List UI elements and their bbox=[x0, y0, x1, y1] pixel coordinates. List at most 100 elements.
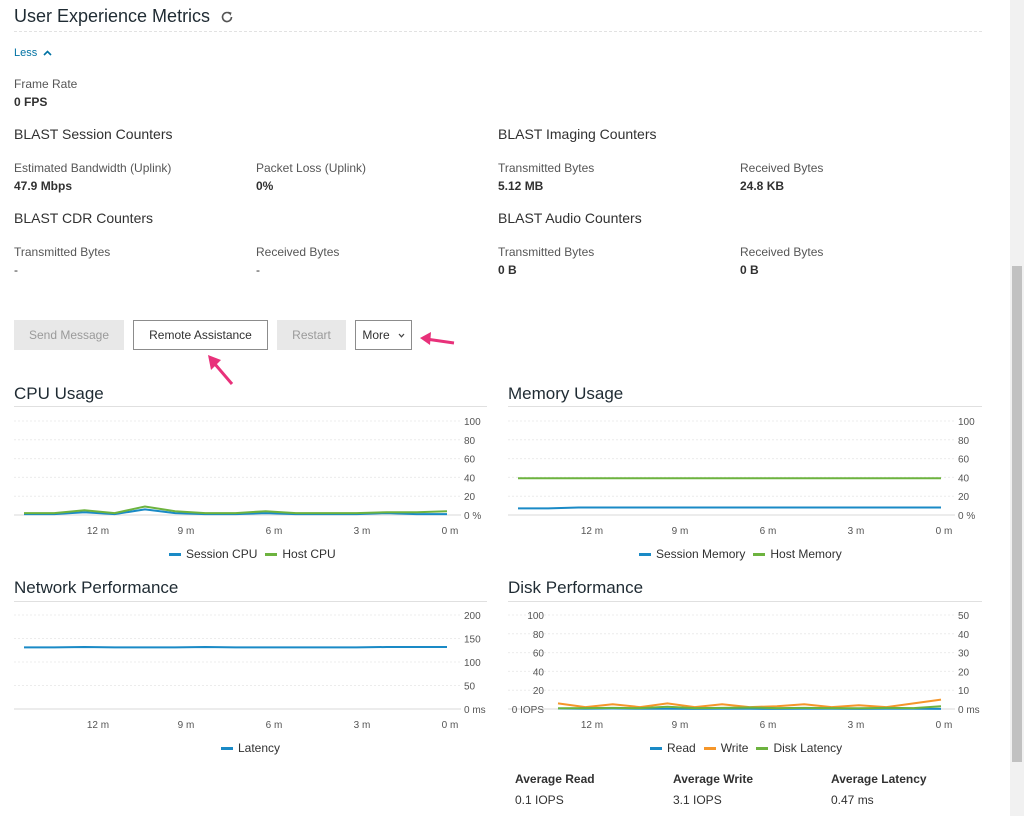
y-tick-label: 40 bbox=[464, 473, 476, 484]
legend-host-memory[interactable]: Host Memory bbox=[753, 547, 842, 561]
legend-swatch bbox=[650, 746, 662, 750]
legend-swatch bbox=[265, 552, 278, 556]
legend-label: Read bbox=[667, 741, 696, 755]
legend-swatch bbox=[221, 746, 233, 750]
x-tick-label: 0 m bbox=[442, 720, 459, 731]
audio-rx-label: Received Bytes bbox=[740, 245, 824, 259]
restart-button[interactable]: Restart bbox=[277, 320, 346, 350]
y-tick-label: 40 bbox=[958, 630, 970, 641]
disk-chart-title: Disk Performance bbox=[508, 578, 644, 597]
bandwidth-label: Estimated Bandwidth (Uplink) bbox=[14, 161, 172, 175]
x-tick-label: 6 m bbox=[760, 720, 777, 731]
refresh-icon[interactable] bbox=[220, 10, 234, 24]
legend-session-cpu[interactable]: Session CPU bbox=[169, 547, 257, 561]
x-tick-label: 6 m bbox=[266, 526, 283, 537]
disk-title-divider bbox=[508, 601, 982, 602]
network-performance-chart: 200 150 100 50 0 ms 12 m 9 m 6 m 3 m 0 m bbox=[14, 611, 486, 731]
y-tick-label: 80 bbox=[464, 436, 476, 447]
packet-loss-label: Packet Loss (Uplink) bbox=[256, 161, 367, 175]
network-chart-title: Network Performance bbox=[14, 578, 179, 597]
legend-label: Latency bbox=[238, 741, 281, 755]
x-tick-label: 6 m bbox=[760, 526, 777, 537]
legend-swatch bbox=[703, 746, 716, 750]
metrics-header: User Experience Metrics bbox=[14, 2, 982, 32]
x-tick-label: 3 m bbox=[848, 720, 865, 731]
y-tick-label: 40 bbox=[958, 473, 970, 484]
y-tick-label: 100 bbox=[464, 417, 481, 428]
x-tick-label: 9 m bbox=[672, 526, 689, 537]
legend-host-cpu[interactable]: Host CPU bbox=[265, 547, 336, 561]
memory-legend: Session Memory Host Memory bbox=[639, 547, 842, 561]
page-title: User Experience Metrics bbox=[14, 6, 211, 26]
x-tick-label: 3 m bbox=[354, 720, 371, 731]
metrics-panel: User Experience Metrics Less Frame Rate … bbox=[14, 0, 984, 816]
legend-label: Session Memory bbox=[656, 547, 746, 561]
legend-session-memory[interactable]: Session Memory bbox=[639, 547, 745, 561]
more-dropdown-button[interactable]: More bbox=[355, 320, 412, 350]
imaging-tx-label: Transmitted Bytes bbox=[498, 161, 595, 175]
y-tick-label: 0 % bbox=[958, 511, 975, 522]
imaging-tx-value: 5.12 MB bbox=[498, 179, 544, 193]
y-tick-label: 100 bbox=[464, 658, 481, 669]
y-tick-label: 100 bbox=[958, 417, 975, 428]
less-toggle-label: Less bbox=[14, 47, 38, 59]
y-tick-label: 150 bbox=[464, 635, 481, 646]
chevron-up-icon bbox=[43, 50, 52, 56]
x-tick-label: 0 m bbox=[936, 720, 953, 731]
legend-latency[interactable]: Latency bbox=[221, 741, 280, 755]
legend-read[interactable]: Read bbox=[650, 741, 696, 755]
series-line-session-memory bbox=[518, 506, 941, 510]
cdr-rx-value: - bbox=[256, 263, 260, 277]
chevron-down-icon bbox=[398, 333, 405, 338]
more-label: More bbox=[362, 328, 390, 342]
average-read-value: 0.1 IOPS bbox=[515, 793, 564, 807]
average-latency-value: 0.47 ms bbox=[831, 793, 874, 807]
less-toggle[interactable]: Less bbox=[14, 47, 52, 59]
memory-title-divider bbox=[508, 406, 982, 407]
cpu-title-divider bbox=[14, 406, 487, 407]
blast-audio-title: BLAST Audio Counters bbox=[498, 210, 642, 226]
legend-write[interactable]: Write bbox=[703, 741, 749, 755]
legend-label: Disk Latency bbox=[773, 741, 843, 755]
y-tick-label: 0 ms bbox=[464, 705, 486, 716]
x-tick-label: 12 m bbox=[581, 526, 603, 537]
cdr-tx-value: - bbox=[14, 263, 18, 277]
x-tick-label: 9 m bbox=[178, 720, 195, 731]
remote-assistance-button[interactable]: Remote Assistance bbox=[133, 320, 268, 350]
y-tick-label: 200 bbox=[464, 611, 481, 622]
disk-performance-chart: 50 40 30 20 10 0 ms 100 80 60 40 20 0 IOPS 12 m 9 m 6 … bbox=[508, 611, 980, 731]
cpu-legend: Session CPU Host CPU bbox=[169, 547, 336, 561]
x-tick-label: 0 m bbox=[442, 526, 459, 537]
legend-label: Write bbox=[720, 741, 749, 755]
cdr-tx-label: Transmitted Bytes bbox=[14, 245, 111, 259]
series-line-disk-latency bbox=[557, 705, 942, 710]
audio-tx-value: 0 B bbox=[498, 263, 517, 277]
y-tick-label: 30 bbox=[958, 649, 970, 660]
x-tick-label: 6 m bbox=[266, 720, 283, 731]
legend-disk-latency[interactable]: Disk Latency bbox=[756, 741, 842, 755]
y-tick-label: 20 bbox=[958, 667, 970, 678]
legend-swatch bbox=[169, 552, 181, 556]
send-message-button[interactable]: Send Message bbox=[14, 320, 124, 350]
y-tick-label: 50 bbox=[464, 682, 476, 693]
bandwidth-value: 47.9 Mbps bbox=[14, 179, 73, 193]
y-tick-label: 100 bbox=[527, 611, 544, 622]
audio-tx-label: Transmitted Bytes bbox=[498, 245, 595, 259]
average-read-label: Average Read bbox=[515, 772, 595, 786]
y-tick-label: 20 bbox=[464, 492, 476, 503]
y-tick-label: 60 bbox=[464, 455, 476, 466]
network-legend: Latency bbox=[221, 741, 280, 755]
legend-label: Host Memory bbox=[770, 547, 842, 561]
legend-swatch bbox=[639, 552, 651, 556]
x-tick-label: 12 m bbox=[87, 720, 109, 731]
scrollbar-thumb[interactable] bbox=[1012, 266, 1022, 762]
memory-chart-title: Memory Usage bbox=[508, 384, 624, 403]
imaging-rx-label: Received Bytes bbox=[740, 161, 824, 175]
x-tick-label: 3 m bbox=[848, 526, 865, 537]
blast-imaging-title: BLAST Imaging Counters bbox=[498, 126, 657, 142]
y-tick-label: 20 bbox=[533, 686, 545, 697]
legend-label: Session CPU bbox=[186, 547, 258, 561]
cpu-usage-chart: 100 80 60 40 20 0 % 12 m 9 m 6 m 3 m 0 m bbox=[14, 417, 481, 537]
blast-cdr-title: BLAST CDR Counters bbox=[14, 210, 154, 226]
y-tick-label: 40 bbox=[533, 667, 545, 678]
